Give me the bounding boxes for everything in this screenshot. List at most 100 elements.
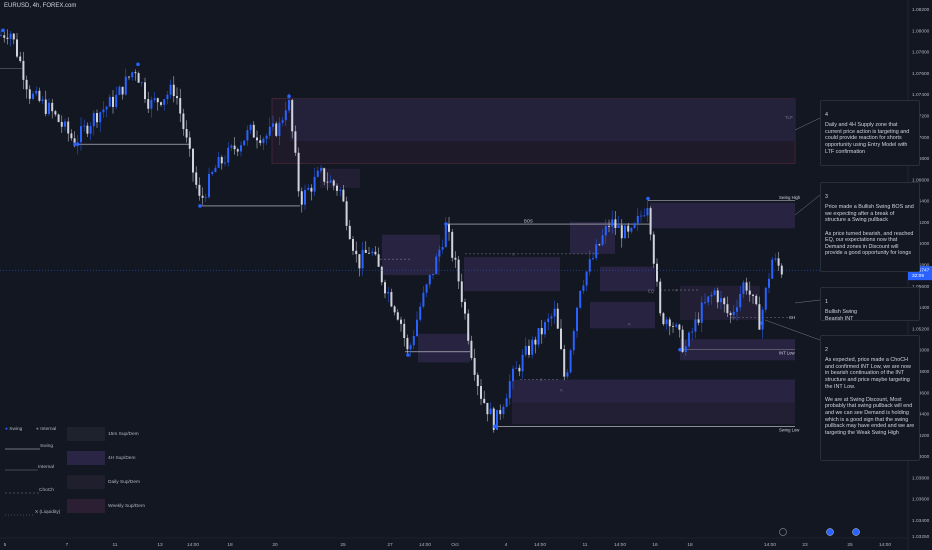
time-tick-label: Oct [451,542,459,548]
candle-body [80,126,82,143]
candle-body [201,195,204,198]
annotation-text: As expected, price made a ChoCH and conf… [825,357,915,436]
annotation-4-pointer [794,117,821,131]
candle-body [41,99,44,101]
candle-body [396,312,399,320]
internal-dot-icon: ● [36,427,39,432]
candle-body [208,173,210,198]
candle-body [400,319,402,324]
candle-body [121,86,124,95]
candle-body [99,112,102,123]
candle-body [131,72,134,78]
event-marker-icon [826,528,834,536]
candle-body [630,227,633,232]
candle-body [214,167,217,173]
candle-body [467,313,470,341]
candle-body [499,410,502,415]
annotation-text: Daily and 4H Supply zone that current pr… [825,122,910,155]
candle-body [118,86,121,95]
candle-body [211,172,214,174]
candle-body [521,354,524,372]
candle-body [70,133,73,139]
candle-body [627,225,630,232]
candle-body [249,124,252,131]
candle-body [192,148,194,173]
price-tick-label: 1.04600 [912,390,930,396]
candle-body [592,258,594,260]
candle-body [89,126,92,134]
price-tick-label: 1.07800 [912,50,930,56]
candle-body [368,252,370,254]
candle-body [720,298,722,303]
swing-low-label: Swing Low [779,427,800,432]
candle-body [480,386,482,399]
candle-body [393,306,396,313]
candle-body [492,408,495,430]
candle-body [691,331,694,333]
annotation-3: 3 Price made a Bullish Swing BOS and we e… [820,182,920,272]
candle-body [643,215,646,217]
candle-body [508,381,511,399]
candle-body [76,142,79,147]
candle-body [35,90,38,94]
liquidity-x-mark: X [512,252,515,256]
price-tick-label: 1.05000 [912,348,930,354]
candle-body [265,135,268,139]
candle-body [409,345,412,350]
candle-body [636,215,639,224]
candle-body [742,282,745,295]
candle-body [457,259,460,282]
candle-body [19,56,22,61]
liquidity-x-mark: X [560,389,563,393]
candle-body [566,372,569,377]
candle-body [624,225,626,239]
candle-body [320,168,322,171]
candle-body [64,121,66,127]
candle-body [704,302,706,304]
candle-body [355,250,358,255]
candle-body [528,345,530,355]
candle-body [569,350,572,373]
legend-internal-label: Internal [40,427,57,432]
candle-body [198,184,201,196]
candle-body [272,123,274,127]
zone-10 [512,379,795,403]
candle-body [12,33,15,40]
legend-internal-dot: ● Internal [36,427,56,432]
event-marker-icon [852,528,860,536]
candle-body [371,251,374,254]
candle-body [537,328,540,345]
candle-body [713,290,716,295]
candle-body [707,296,710,303]
current-price-value: 1.05747 [912,268,930,274]
swing-point-marker [444,222,448,226]
time-tick-label: 11 [113,542,118,548]
candle-body [105,106,108,110]
legend-choch-line: ChoCh [39,488,54,493]
candle-body [57,114,60,122]
candle-body [422,292,425,307]
candle-body [454,257,457,260]
liquidity-x-mark: X [321,167,324,171]
price-tick-label: 1.07400 [912,92,930,98]
swing-point-marker [136,62,140,67]
candle-body [556,308,559,329]
time-tick-label: 14:00 [879,542,891,548]
time-tick-label: 25 [847,542,853,548]
candle-body [540,328,543,335]
swing-point-marker [198,204,202,208]
candle-body [86,125,89,134]
time-tick-label: 14:00 [764,542,776,548]
candle-body [217,157,220,168]
candle-body [435,256,438,274]
candle-body [284,110,287,121]
candle-body [364,249,367,253]
price-tick-label: 1.06600 [912,177,930,183]
swing-point-marker [73,142,77,147]
candle-body [476,374,479,387]
candle-body [262,138,265,144]
candle-body [140,82,143,84]
candle-body [758,304,761,330]
annotation-2-pointer [764,319,821,341]
